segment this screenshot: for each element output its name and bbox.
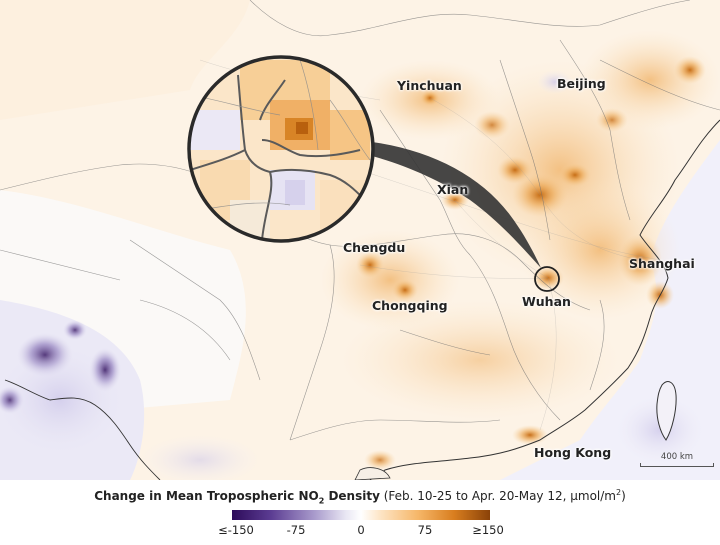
- scale-bar-line: [640, 463, 714, 467]
- legend-title-close: ): [621, 489, 626, 503]
- city-label-hong-kong: Hong Kong: [534, 445, 612, 460]
- city-label-chongqing: Chongqing: [372, 298, 448, 313]
- color-legend: Change in Mean Tropospheric NO2 Density …: [0, 480, 720, 545]
- legend-tick-min: ≤-150: [218, 523, 254, 537]
- legend-tick-neg75: -75: [286, 523, 306, 537]
- legend-title-main: Change in Mean Tropospheric NO2 Density: [94, 489, 380, 506]
- legend-colorbar: [232, 510, 490, 520]
- coastline: [369, 119, 720, 480]
- inset-connector: [372, 142, 541, 268]
- city-label-xian: Xian: [437, 182, 469, 197]
- legend-title-tail: Density: [324, 489, 380, 503]
- city-label-yinchuan: Yinchuan: [397, 78, 462, 93]
- map-canvas: [0, 0, 720, 480]
- legend-title: Change in Mean Tropospheric NO2 Density …: [0, 488, 720, 505]
- legend-title-text: Change in Mean Tropospheric NO: [94, 489, 319, 503]
- city-label-chengdu: Chengdu: [343, 240, 406, 255]
- legend-title-superscript: 2: [615, 488, 622, 497]
- wuhan-locator-circle: [534, 266, 560, 292]
- city-label-wuhan: Wuhan: [522, 294, 571, 309]
- scale-bar-label: 400 km: [660, 452, 694, 462]
- city-label-beijing: Beijing: [557, 76, 606, 91]
- legend-title-period: (Feb. 10-25 to Apr. 20-May 12, μmol/m: [379, 489, 616, 503]
- taiwan-outline: [656, 381, 677, 441]
- legend-tick-pos75: 75: [417, 523, 433, 537]
- legend-tick-max: ≥150: [472, 523, 504, 537]
- no2-map: Yinchuan Beijing Xian Chengdu Chongqing …: [0, 0, 720, 480]
- scale-bar: 400 km: [640, 452, 714, 467]
- legend-tick-zero: 0: [357, 523, 365, 537]
- city-label-shanghai: Shanghai: [629, 256, 695, 271]
- legend-title-subscript: 2: [318, 496, 325, 506]
